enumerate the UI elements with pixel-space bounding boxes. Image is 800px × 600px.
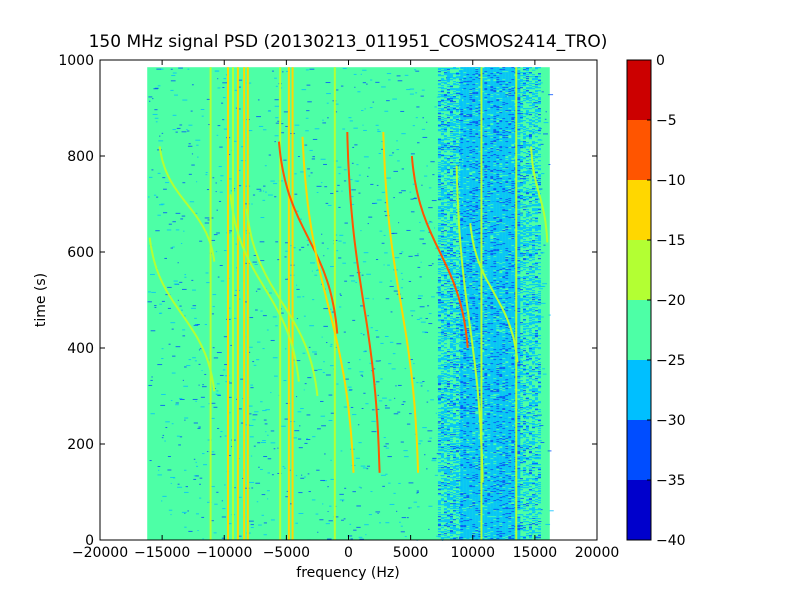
colorbar-band <box>627 240 651 300</box>
colorbar-tick-label: −10 <box>656 173 686 189</box>
colorbar-band <box>627 360 651 420</box>
x-tick-label: −10000 <box>196 545 252 561</box>
y-tick-label: 600 <box>67 245 94 261</box>
doppler-curve-9 <box>410 155 469 349</box>
doppler-curve-11 <box>469 223 519 363</box>
y-tick-label: 400 <box>67 341 94 357</box>
colorbar-band <box>627 60 651 120</box>
x-tick-label: 20000 <box>575 545 620 561</box>
colorbar: −40 −35 −30 −25 −20 −15 −10 −5 0 <box>626 53 686 549</box>
colorbar-band <box>627 420 651 480</box>
x-tick-label: −5000 <box>263 545 310 561</box>
doppler-curve-1 <box>148 237 216 392</box>
colorbar-tick-label: −40 <box>656 533 686 549</box>
y-tick-label: 800 <box>67 149 94 165</box>
colorbar-tick-label: −35 <box>656 473 686 489</box>
colorbar-band <box>627 300 651 360</box>
x-tick-label: 5000 <box>393 545 429 561</box>
doppler-curve-6 <box>301 136 355 473</box>
y-tick-label: 0 <box>85 533 94 549</box>
doppler-curve-4 <box>245 208 319 397</box>
colorbar-band <box>627 120 651 180</box>
y-tick-label: 1000 <box>58 53 94 69</box>
colorbar-tick-label: −20 <box>656 293 686 309</box>
x-tick-label: 10000 <box>450 545 495 561</box>
doppler-curve-7 <box>346 131 381 473</box>
y-tick-label: 200 <box>67 437 94 453</box>
colorbar-tick-label: −30 <box>656 413 686 429</box>
colorbar-band <box>627 180 651 240</box>
doppler-curve-5 <box>277 141 339 334</box>
x-tick-label: −15000 <box>134 545 190 561</box>
colorbar-tick-label: −5 <box>656 113 677 129</box>
x-tick-label: −20000 <box>72 545 128 561</box>
noise-region-3 <box>519 67 541 541</box>
x-tick-label: 0 <box>344 545 353 561</box>
doppler-curve-10 <box>455 165 484 483</box>
colorbar-tick-label: −25 <box>656 353 686 369</box>
chart-title: 150 MHz signal PSD (20130213_011951_COSM… <box>89 32 608 52</box>
doppler-curve-3 <box>229 194 300 382</box>
doppler-curve-12 <box>530 146 549 243</box>
x-axis-label: frequency (Hz) <box>296 565 399 581</box>
y-axis: 0 200 400 600 800 1000 <box>58 53 597 549</box>
plot-area <box>99 59 598 541</box>
doppler-curve-8 <box>382 131 420 473</box>
colorbar-tick-label: −15 <box>656 233 686 249</box>
x-tick-label: 15000 <box>513 545 558 561</box>
y-axis-label: time (s) <box>33 273 49 327</box>
doppler-curve-2 <box>158 146 216 262</box>
colorbar-band <box>627 480 651 540</box>
noise-region-2 <box>460 67 521 541</box>
colorbar-tick-label: 0 <box>656 53 665 69</box>
x-axis: −20000 −15000 −10000 −5000 0 5000 10000 15000 20… <box>72 60 619 561</box>
